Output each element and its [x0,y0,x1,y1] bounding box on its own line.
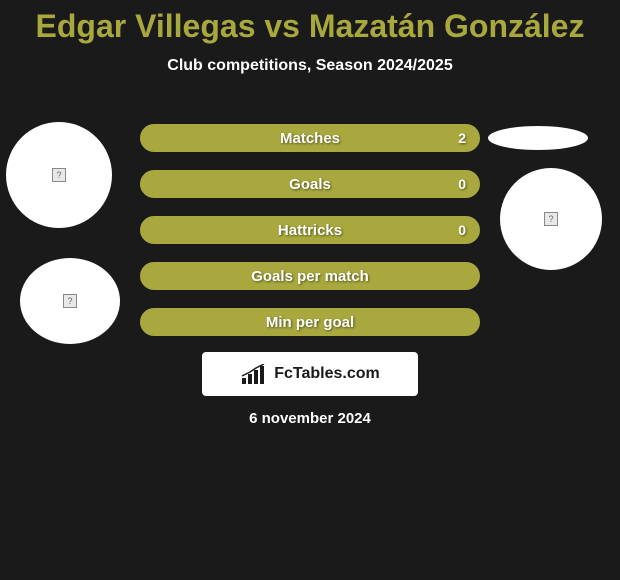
stat-row-goals-per-match: Goals per match [140,262,480,290]
stat-value-right: 2 [458,130,466,146]
stat-label: Matches [280,130,340,147]
stat-label: Min per goal [266,314,354,331]
stat-label: Goals [289,176,331,193]
player2-avatar-bottom: ? [500,168,602,270]
watermark-text: FcTables.com [274,365,380,383]
player1-avatar-top: ? [6,122,112,228]
stat-value-right: 0 [458,222,466,238]
stats-container: Matches 2 Goals 0 Hattricks 0 Goals per … [140,124,480,354]
player2-avatar-top [488,126,588,150]
stat-row-matches: Matches 2 [140,124,480,152]
stat-row-goals: Goals 0 [140,170,480,198]
player1-avatar-bottom: ? [20,258,120,344]
stat-row-hattricks: Hattricks 0 [140,216,480,244]
stat-row-min-per-goal: Min per goal [140,308,480,336]
image-placeholder-icon: ? [63,294,77,308]
image-placeholder-icon: ? [544,212,558,226]
chart-icon [240,364,268,384]
stat-label: Goals per match [251,268,369,285]
page-subtitle: Club competitions, Season 2024/2025 [0,57,620,75]
stat-value-right: 0 [458,176,466,192]
page-title: Edgar Villegas vs Mazatán González [0,0,620,49]
date-text: 6 november 2024 [249,410,371,427]
watermark: FcTables.com [202,352,418,396]
stat-label: Hattricks [278,222,342,239]
image-placeholder-icon: ? [52,168,66,182]
